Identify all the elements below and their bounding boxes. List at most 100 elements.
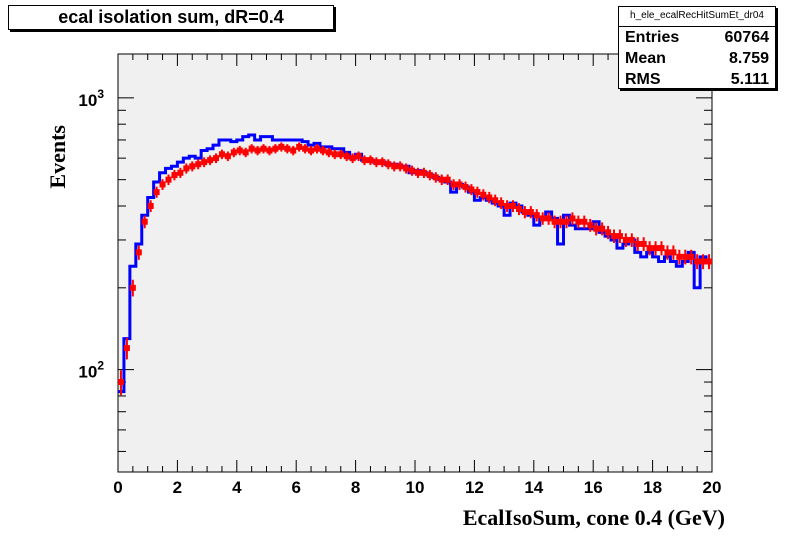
data-point-marker: [224, 153, 231, 160]
data-point-marker: [492, 197, 499, 204]
data-point-marker: [504, 202, 511, 209]
data-point-marker: [403, 165, 410, 172]
data-point-marker: [266, 147, 273, 154]
data-point-marker: [605, 229, 612, 236]
data-point-marker: [343, 153, 350, 160]
stats-label: Entries: [625, 29, 680, 46]
data-point-marker: [183, 165, 190, 172]
data-point-marker: [165, 176, 172, 183]
x-axis-title: EcalIsoSum, cone 0.4 (GeV): [463, 505, 725, 530]
data-point-marker: [302, 145, 309, 152]
x-tick-label: 20: [703, 478, 722, 497]
data-point-marker: [456, 181, 463, 188]
data-point-marker: [622, 236, 629, 243]
axis-ticks: [117, 54, 713, 472]
data-point-marker: [213, 155, 220, 162]
data-point-marker: [533, 212, 540, 219]
data-point-marker: [670, 249, 677, 256]
data-point-marker: [355, 153, 362, 160]
data-point-marker: [628, 236, 635, 243]
data-point-marker: [361, 157, 368, 164]
data-point-marker: [379, 159, 386, 166]
data-point-marker: [391, 163, 398, 170]
data-point-marker: [397, 163, 404, 170]
data-point-marker: [248, 145, 255, 152]
data-point-marker: [658, 245, 665, 252]
data-point-marker: [308, 147, 315, 154]
y-tick-label: 102: [78, 359, 104, 382]
plot-frame: [117, 53, 713, 473]
data-point-marker: [510, 202, 517, 209]
data-point-marker: [646, 245, 653, 252]
data-point-marker: [634, 240, 641, 247]
data-point-marker: [367, 157, 374, 164]
data-point-marker: [486, 194, 493, 201]
x-tick-labels: 0 2 4 6 8 10 12 14 16 18 20: [113, 478, 721, 497]
stats-value: 8.759: [728, 50, 769, 67]
data-point-marker: [682, 253, 689, 260]
data-point-marker: [474, 189, 481, 196]
data-point-marker: [201, 159, 208, 166]
data-point-marker: [230, 149, 237, 156]
stats-label: Mean: [625, 50, 666, 67]
data-point-marker: [254, 147, 261, 154]
data-point-marker: [135, 249, 142, 256]
data-point-marker: [545, 215, 552, 222]
data-point-marker: [207, 157, 214, 164]
data-point-marker: [385, 161, 392, 168]
data-point-marker: [593, 225, 600, 232]
data-point-marker: [587, 222, 594, 229]
x-tick-label: 2: [173, 478, 182, 497]
data-point-marker: [480, 191, 487, 198]
x-tick-label: 0: [113, 478, 122, 497]
data-point-marker: [498, 200, 505, 207]
data-point-marker: [349, 155, 356, 162]
data-point-marker: [117, 379, 124, 386]
stats-label: RMS: [625, 71, 661, 88]
data-point-marker: [337, 151, 344, 158]
data-point-marker: [694, 258, 701, 265]
data-point-marker: [278, 143, 285, 150]
stats-row-rms: RMS 5.111: [619, 69, 775, 90]
data-point-marker: [272, 145, 279, 152]
data-point-marker: [527, 209, 534, 216]
data-point-marker: [426, 172, 433, 179]
data-point-marker: [521, 209, 528, 216]
data-point-marker: [652, 245, 659, 252]
data-point-marker: [409, 167, 416, 174]
data-point-marker: [581, 218, 588, 225]
x-tick-label: 12: [465, 478, 484, 497]
data-point-marker: [551, 218, 558, 225]
data-point-marker: [414, 169, 421, 176]
data-point-marker: [218, 151, 225, 158]
data-point-marker: [331, 151, 338, 158]
x-tick-label: 4: [232, 478, 242, 497]
data-point-marker: [319, 147, 326, 154]
data-point-marker: [640, 240, 647, 247]
data-point-marker: [189, 163, 196, 170]
data-point-marker: [284, 145, 291, 152]
y-tick-label: 103: [78, 87, 104, 110]
data-point-marker: [468, 186, 475, 193]
data-point-marker: [515, 205, 522, 212]
data-point-marker: [171, 172, 178, 179]
data-point-marker: [450, 181, 457, 188]
stats-box: h_ele_ecalRecHitSumEt_dr04 Entries 60764…: [618, 6, 776, 89]
data-point-marker: [444, 176, 451, 183]
data-point-marker: [462, 183, 469, 190]
x-tick-label: 8: [351, 478, 360, 497]
stats-row-mean: Mean 8.759: [619, 48, 775, 69]
data-point-marker: [688, 253, 695, 260]
plot-title: ecal isolation sum, dR=0.4: [8, 5, 334, 30]
data-point-marker: [664, 249, 671, 256]
x-tick-label: 10: [406, 478, 425, 497]
x-tick-label: 18: [643, 478, 662, 497]
data-point-marker: [706, 258, 713, 265]
data-point-marker: [129, 284, 136, 291]
stats-histogram-name: h_ele_ecalRecHitSumEt_dr04: [619, 7, 775, 27]
data-point-marker: [236, 147, 243, 154]
x-tick-label: 6: [291, 478, 300, 497]
data-point-marker: [539, 215, 546, 222]
data-point-marker: [325, 149, 332, 156]
data-point-marker: [153, 189, 160, 196]
